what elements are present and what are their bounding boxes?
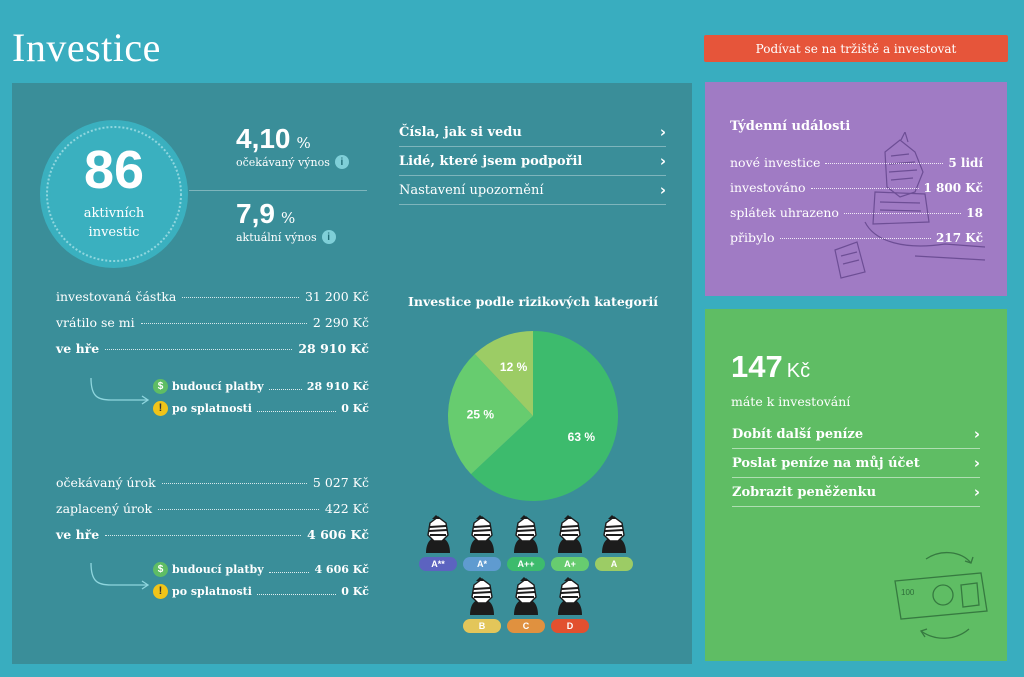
weekly-events-panel: Týdenní události nové investice 5 lidí in…: [705, 82, 1007, 296]
risk-category-pill: A+: [551, 557, 589, 571]
link-my-numbers[interactable]: Čísla, jak si vedu ›: [399, 118, 666, 147]
risk-category[interactable]: D: [549, 577, 591, 633]
actual-yield-label: aktuální výnos: [236, 230, 317, 244]
pie-slice: [448, 354, 533, 475]
badge-circle: [40, 120, 188, 268]
expected-yield-value: 4,10: [236, 123, 291, 154]
expected-yield-unit: %: [296, 134, 311, 152]
stats-links: Čísla, jak si vedu › Lidé, které jsem pod…: [399, 118, 666, 205]
chevron-right-icon: ›: [973, 483, 980, 501]
pie-slice-label: 12 %: [500, 360, 528, 374]
dollar-icon: $: [153, 378, 168, 394]
event-row: nové investice 5 lidí: [730, 155, 983, 170]
marketplace-invest-button[interactable]: Podívat se na tržiště a investovat: [704, 35, 1008, 62]
page-title: Investice: [12, 25, 161, 70]
breakdown-row: ! po splatnosti 0 Kč: [153, 397, 369, 419]
breakdown-row: $ budoucí platby 28 910 Kč: [153, 375, 369, 397]
banknote-number: 100: [901, 588, 915, 597]
ledger-row: investovaná částka 31 200 Kč: [56, 289, 369, 304]
actual-yield-value: 7,9: [236, 198, 275, 229]
risk-category[interactable]: A++: [505, 515, 547, 571]
risk-category-pill: B: [463, 619, 501, 633]
risk-category-pill: A: [595, 557, 633, 571]
link-notification-settings[interactable]: Nastavení upozornění ›: [399, 176, 666, 205]
banknote-exchange-icon: 100: [894, 552, 988, 639]
active-investments-count: 86: [83, 140, 145, 200]
zebra-avatar-icon: [558, 515, 582, 553]
wallet-balance-label: máte k investování: [731, 394, 851, 409]
link-show-wallet[interactable]: Zobrazit peněženku ›: [732, 478, 980, 507]
risk-category-pill: D: [551, 619, 589, 633]
kpi-divider: [189, 190, 367, 191]
event-row: investováno 1 800 Kč: [730, 180, 983, 195]
investments-panel: 86 aktivních investic 4,10% očekávaný vý…: [12, 83, 692, 664]
ledger-row: vrátilo se mi 2 290 Kč: [56, 315, 369, 330]
risk-category[interactable]: A**: [417, 515, 459, 571]
actual-yield-unit: %: [280, 209, 296, 227]
flow-arrow-icon: [90, 562, 150, 590]
ledger-row: zaplacený úrok 422 Kč: [56, 501, 369, 516]
zebra-avatar-icon: [470, 577, 494, 615]
pie-slice: [474, 331, 533, 416]
chevron-right-icon: ›: [973, 425, 980, 443]
link-supported-people[interactable]: Lidé, které jsem podpořil ›: [399, 147, 666, 176]
flow-arrow-icon: [90, 377, 150, 405]
risk-categories: A** A* A++ A+: [417, 515, 667, 645]
pie-slice-label: 63 %: [568, 430, 596, 444]
info-icon[interactable]: i: [334, 155, 349, 169]
wallet-links: Dobít další peníze › Poslat peníze na můj…: [732, 420, 980, 507]
info-icon[interactable]: i: [321, 230, 336, 244]
wallet-balance: 147 Kč: [731, 349, 811, 384]
chevron-right-icon: ›: [659, 181, 666, 199]
chevron-right-icon: ›: [659, 152, 666, 170]
risk-category[interactable]: A*: [461, 515, 503, 571]
principal-breakdown: $ budoucí platby 28 910 Kč ! po splatnosti 0…: [153, 375, 369, 419]
risk-pie-chart: 63 % 25 % 12 %: [448, 331, 618, 501]
warning-icon: !: [153, 583, 168, 599]
breakdown-row: $ budoucí platby 4 606 Kč: [153, 558, 369, 580]
ledger-row: očekávaný úrok 5 027 Kč: [56, 475, 369, 490]
interest-ledger: očekávaný úrok 5 027 Kč zaplacený úrok 422…: [56, 475, 369, 553]
active-investments-label: aktivních investic: [83, 206, 145, 240]
interest-breakdown: $ budoucí platby 4 606 Kč ! po splatnosti 0 …: [153, 558, 369, 602]
warning-icon: !: [153, 400, 168, 416]
risk-category[interactable]: A: [593, 515, 635, 571]
chart-title: Investice podle rizikových kategorií: [408, 294, 658, 309]
risk-category-pill: A**: [419, 557, 457, 571]
risk-category[interactable]: C: [505, 577, 547, 633]
dollar-icon: $: [153, 561, 168, 577]
pie-slice-label: 25 %: [467, 407, 495, 421]
principal-ledger: investovaná částka 31 200 Kč vrátilo se m…: [56, 289, 369, 367]
expected-yield: 4,10% očekávaný výnos i: [236, 123, 349, 169]
chevron-right-icon: ›: [659, 123, 666, 141]
active-investments-badge: 86 aktivních investic: [39, 119, 189, 269]
weekly-events-list: nové investice 5 lidí investováno 1 800 Kč…: [730, 155, 983, 255]
risk-category-pill: C: [507, 619, 545, 633]
risk-category[interactable]: B: [461, 577, 503, 633]
zebra-avatar-icon: [426, 515, 450, 553]
zebra-avatar-icon: [558, 577, 582, 615]
link-top-up[interactable]: Dobít další peníze ›: [732, 420, 980, 449]
breakdown-row: ! po splatnosti 0 Kč: [153, 580, 369, 602]
zebra-avatar-icon: [602, 515, 626, 553]
chevron-right-icon: ›: [973, 454, 980, 472]
expected-yield-label: očekávaný výnos: [236, 155, 330, 169]
pie-slice: [471, 331, 618, 501]
wallet-panel: 147 Kč máte k investování Dobít další pen…: [705, 309, 1007, 661]
ledger-row: ve hře 28 910 Kč: [56, 341, 369, 356]
event-row: splátek uhrazeno 18: [730, 205, 983, 220]
risk-category-pill: A++: [507, 557, 545, 571]
ledger-row: ve hře 4 606 Kč: [56, 527, 369, 542]
link-withdraw[interactable]: Poslat peníze na můj účet ›: [732, 449, 980, 478]
risk-category-pill: A*: [463, 557, 501, 571]
zebra-avatar-icon: [514, 515, 538, 553]
zebra-avatar-icon: [470, 515, 494, 553]
risk-category[interactable]: A+: [549, 515, 591, 571]
actual-yield: 7,9% aktuální výnos i: [236, 198, 336, 244]
zebra-avatar-icon: [514, 577, 538, 615]
weekly-events-title: Týdenní události: [730, 119, 851, 134]
event-row: přibylo 217 Kč: [730, 230, 983, 245]
